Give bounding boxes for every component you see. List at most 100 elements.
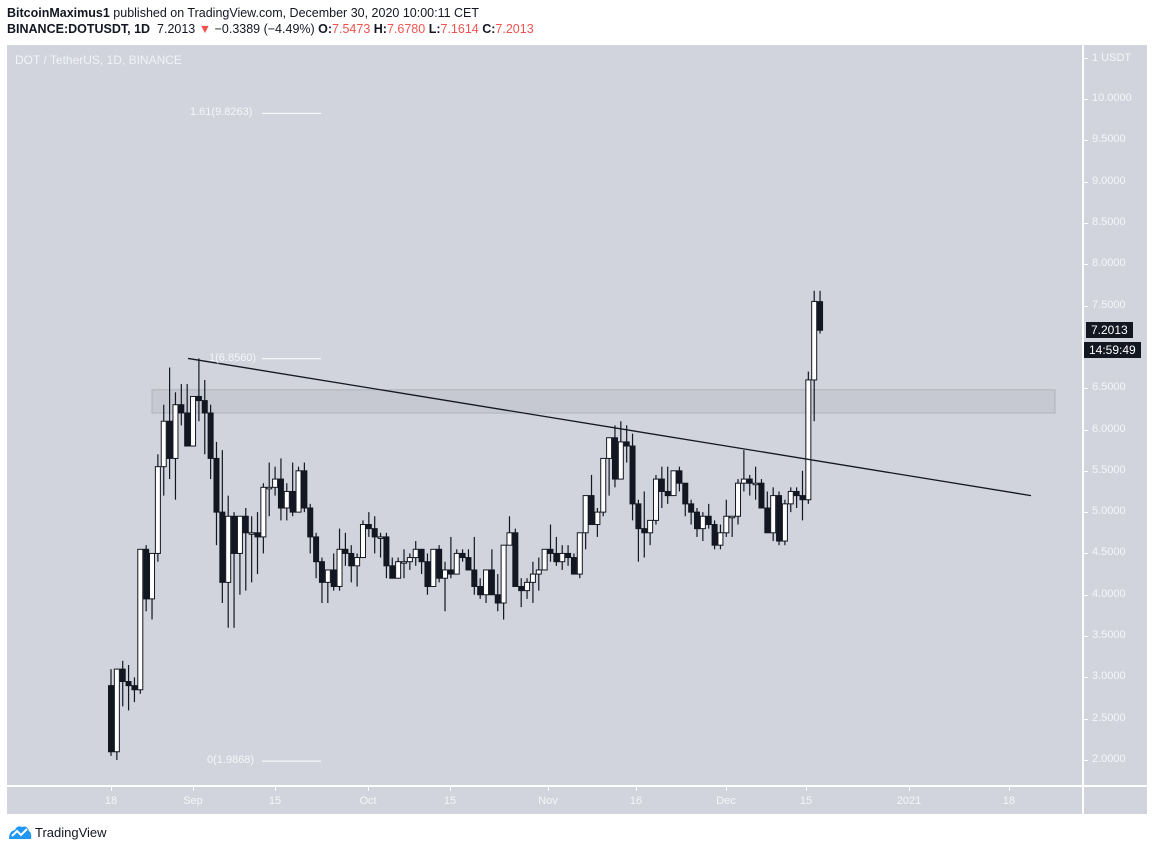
time-tick-label: 18 (1002, 795, 1016, 807)
candle-bear (518, 585, 525, 592)
candle-bull (752, 482, 759, 486)
candle-bear (465, 557, 472, 571)
high-value: 7.6780 (386, 22, 426, 36)
chart-title: DOT / TetherUS, 1D, BINANCE (15, 53, 182, 67)
candle-bear (389, 565, 396, 579)
candle-bear (231, 515, 238, 554)
tick-mark (1083, 429, 1088, 431)
tick-mark (193, 786, 194, 791)
candle-bear (758, 482, 765, 509)
candle-bull (154, 466, 161, 554)
candle-bear (348, 552, 355, 567)
candle-bear (184, 412, 191, 447)
candle-bull (442, 569, 449, 579)
candle-bear (277, 478, 284, 509)
price-tick-label: 5.5000 (1092, 463, 1126, 476)
last-price-tag: 7.2013 (1086, 322, 1133, 339)
candle-bear (108, 685, 114, 753)
tick-mark (1083, 718, 1088, 720)
tick-mark (275, 786, 276, 791)
tick-mark (1083, 222, 1088, 224)
candle-bull (781, 503, 788, 542)
descending-trendline[interactable] (187, 357, 1032, 497)
candle-bear (342, 548, 349, 554)
candle-bear (371, 528, 378, 538)
resistance-zone[interactable] (151, 389, 1056, 414)
open-label: O: (318, 22, 333, 36)
candle-bear (242, 515, 249, 534)
candle-bull (723, 515, 730, 534)
candle-bull (453, 552, 460, 575)
price-tick-label: 2.5000 (1092, 711, 1126, 724)
price-unit-label[interactable]: 1 USDT (1092, 52, 1132, 64)
candle-bull (811, 300, 818, 381)
candle-bull (717, 532, 724, 546)
candle-bull (500, 544, 507, 604)
candle-bull (137, 548, 144, 691)
price-change: −0.3389 (−4.49%) (214, 22, 315, 36)
tick-mark (548, 786, 549, 791)
tick-mark (368, 786, 369, 791)
symbol-label: BINANCE:DOTUSDT, 1D (7, 22, 151, 36)
candle-bull (606, 437, 613, 459)
tick-mark (1083, 181, 1088, 183)
candle-bear (447, 569, 454, 575)
candle-bear (776, 495, 783, 542)
candle-bear (301, 470, 308, 509)
candle-bear (682, 482, 689, 505)
price-tick-label: 8.5000 (1092, 215, 1126, 228)
tick-mark (1083, 760, 1088, 761)
footer-brand[interactable]: TradingView (8, 824, 107, 840)
candle-bear (547, 548, 554, 554)
candle-bear (424, 561, 431, 587)
time-tick-label: Nov (538, 795, 558, 807)
candle-bear (213, 457, 220, 513)
candle-bull (283, 490, 290, 509)
candle-bear (764, 507, 771, 534)
price-tick-label: 6.5000 (1092, 381, 1126, 394)
candle-bull (377, 536, 384, 539)
price-tick-label: 3.5000 (1092, 629, 1126, 642)
candle-bear (611, 437, 618, 480)
candle-bear (166, 420, 173, 459)
candle-bull (582, 495, 589, 534)
candle-bear (635, 503, 642, 530)
candle-bull (412, 548, 419, 559)
price-tick-label: 5.0000 (1092, 505, 1126, 518)
candle-bull (805, 379, 812, 501)
tick-mark (1083, 58, 1088, 59)
candle-bull (600, 457, 607, 513)
fib-level-label: 1.61(9.8263) (190, 106, 253, 119)
published-text: published on TradingView.com, December 3… (109, 6, 480, 20)
high-label: H: (373, 22, 387, 36)
candle-bull (266, 486, 273, 490)
tradingview-logo-icon (9, 826, 32, 839)
candle-bear (143, 548, 150, 600)
candle-bull (652, 478, 659, 521)
price-axis[interactable] (1083, 45, 1147, 785)
candle-bear (570, 557, 577, 575)
candle-bear (793, 490, 800, 497)
candle-bear (313, 536, 320, 563)
candle-bear (330, 569, 337, 587)
candle-bear (694, 511, 700, 530)
time-axis[interactable] (7, 786, 1082, 814)
candle-bull (576, 532, 583, 575)
candle-bull (529, 573, 536, 583)
candle-bull (406, 557, 413, 563)
time-tick-label: 15 (443, 795, 457, 807)
last-price: 7.2013 (157, 22, 196, 36)
candle-bear (688, 503, 695, 513)
candle-bull (190, 395, 197, 447)
tick-mark (1083, 264, 1088, 266)
tick-mark (1083, 99, 1088, 100)
tick-mark (1083, 388, 1088, 390)
price-tick-label: 7.5000 (1092, 298, 1126, 311)
candle-bear (512, 532, 519, 587)
candle-bull (729, 515, 736, 519)
candle-bull (248, 532, 255, 535)
candle-bear (219, 511, 226, 583)
candle-bear (664, 490, 671, 497)
tick-mark (1083, 140, 1088, 142)
author-name[interactable]: BitcoinMaximus1 (7, 6, 110, 20)
